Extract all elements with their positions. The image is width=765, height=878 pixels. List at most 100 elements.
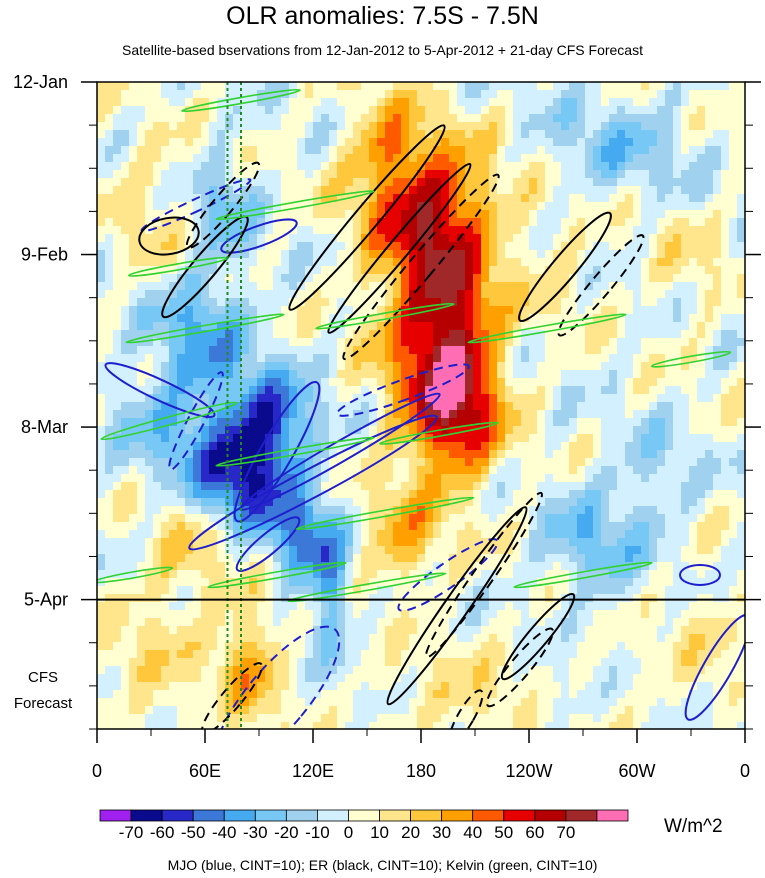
field-cell: [353, 458, 362, 467]
field-cell: [561, 354, 570, 363]
field-cell: [209, 306, 218, 315]
field-cell: [553, 706, 562, 715]
field-cell: [409, 650, 418, 659]
field-cell: [145, 634, 154, 643]
field-cell: [97, 634, 106, 643]
field-cell: [185, 506, 194, 515]
field-cell: [473, 578, 482, 587]
field-cell: [185, 82, 194, 91]
field-cell: [513, 586, 522, 595]
field-cell: [193, 402, 202, 411]
field-cell: [577, 82, 586, 91]
field-cell: [353, 114, 362, 123]
field-cell: [161, 362, 170, 371]
field-cell: [497, 490, 506, 499]
field-cell: [497, 98, 506, 107]
field-cell: [153, 138, 162, 147]
field-cell: [321, 418, 330, 427]
field-cell: [217, 618, 226, 627]
field-cell: [153, 666, 162, 675]
field-cell: [345, 378, 354, 387]
field-cell: [537, 226, 546, 235]
field-cell: [465, 194, 474, 203]
field-cell: [249, 450, 258, 459]
field-cell: [481, 266, 490, 275]
field-cell: [433, 466, 442, 475]
field-cell: [177, 578, 186, 587]
field-cell: [145, 586, 154, 595]
field-cell: [177, 314, 186, 323]
field-cell: [425, 314, 434, 323]
field-cell: [401, 314, 410, 323]
field-cell: [113, 426, 122, 435]
field-cell: [433, 714, 442, 723]
field-cell: [329, 570, 338, 579]
field-cell: [529, 306, 538, 315]
field-cell: [281, 442, 290, 451]
field-cell: [545, 506, 554, 515]
field-cell: [105, 482, 114, 491]
field-cell: [449, 682, 458, 691]
field-cell: [553, 586, 562, 595]
field-cell: [233, 354, 242, 363]
field-cell: [201, 306, 210, 315]
field-cell: [449, 666, 458, 675]
field-cell: [233, 586, 242, 595]
field-cell: [385, 330, 394, 339]
field-cell: [337, 546, 346, 555]
field-cell: [241, 106, 250, 115]
field-cell: [505, 394, 514, 403]
field-cell: [545, 642, 554, 651]
field-cell: [393, 202, 402, 211]
field-cell: [233, 290, 242, 299]
field-cell: [545, 626, 554, 635]
field-cell: [281, 610, 290, 619]
field-cell: [545, 178, 554, 187]
field-cell: [377, 474, 386, 483]
field-cell: [313, 338, 322, 347]
field-cell: [153, 514, 162, 523]
field-cell: [193, 682, 202, 691]
field-cell: [289, 682, 298, 691]
field-cell: [505, 154, 514, 163]
field-cell: [113, 106, 122, 115]
field-cell: [105, 282, 114, 291]
field-cell: [177, 522, 186, 531]
field-cell: [137, 298, 146, 307]
field-cell: [225, 218, 234, 227]
field-cell: [577, 122, 586, 131]
field-cell: [561, 298, 570, 307]
field-cell: [169, 346, 178, 355]
field-cell: [161, 482, 170, 491]
field-cell: [433, 114, 442, 123]
field-cell: [313, 122, 322, 131]
field-cell: [177, 178, 186, 187]
field-cell: [377, 354, 386, 363]
field-cell: [225, 130, 234, 139]
field-cell: [449, 530, 458, 539]
field-cell: [321, 370, 330, 379]
field-cell: [473, 234, 482, 243]
field-cell: [441, 266, 450, 275]
field-cell: [273, 98, 282, 107]
field-cell: [417, 698, 426, 707]
field-cell: [217, 146, 226, 155]
field-cell: [497, 634, 506, 643]
field-cell: [481, 346, 490, 355]
field-cell: [257, 266, 266, 275]
field-cell: [345, 658, 354, 667]
field-cell: [513, 306, 522, 315]
field-cell: [417, 306, 426, 315]
field-cell: [457, 546, 466, 555]
field-cell: [585, 514, 594, 523]
field-cell: [361, 162, 370, 171]
field-cell: [273, 402, 282, 411]
field-cell: [577, 370, 586, 379]
field-cell: [513, 410, 522, 419]
field-cell: [425, 258, 434, 267]
field-cell: [537, 130, 546, 139]
field-cell: [337, 242, 346, 251]
field-cell: [337, 394, 346, 403]
field-cell: [161, 442, 170, 451]
field-cell: [137, 314, 146, 323]
